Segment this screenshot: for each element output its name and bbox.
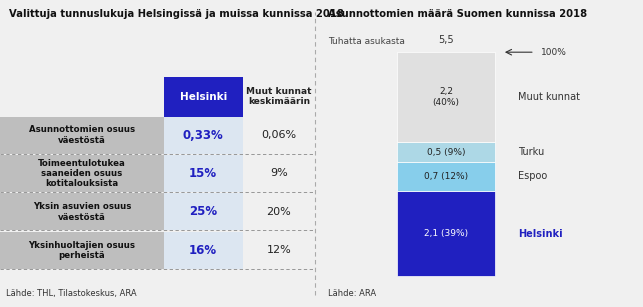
Text: Yksinhuoltajien osuus
perheistä: Yksinhuoltajien osuus perheistä (28, 240, 136, 260)
Text: 2,1 (39%): 2,1 (39%) (424, 229, 468, 238)
Text: 25%: 25% (189, 205, 217, 218)
Text: 0,33%: 0,33% (183, 129, 224, 142)
Text: Valittuja tunnuslukuja Helsingissä ja muissa kunnissa 2018: Valittuja tunnuslukuja Helsingissä ja mu… (10, 9, 345, 19)
Text: Turku: Turku (518, 147, 545, 157)
Text: Asunnottomien määrä Suomen kunnissa 2018: Asunnottomien määrä Suomen kunnissa 2018 (328, 9, 587, 19)
Bar (164, 155, 242, 192)
Text: Muut kunnat: Muut kunnat (518, 92, 581, 102)
Text: Toimeentulotukea
saaneiden osuus
kotitalouksista: Toimeentulotukea saaneiden osuus kotital… (38, 158, 126, 188)
Bar (0, 232, 164, 269)
Text: Helsinki: Helsinki (518, 228, 563, 239)
Text: 5,5: 5,5 (439, 34, 454, 45)
Bar (397, 162, 496, 191)
Bar (0, 155, 164, 192)
Text: Tuhatta asukasta: Tuhatta asukasta (328, 37, 405, 46)
Bar (397, 52, 496, 142)
Text: 2,2
(40%): 2,2 (40%) (433, 87, 460, 107)
Text: Asunnottomien osuus
väestöstä: Asunnottomien osuus väestöstä (29, 125, 135, 145)
Bar (0, 117, 164, 154)
Text: 0,7 (12%): 0,7 (12%) (424, 172, 468, 181)
Bar (164, 232, 242, 269)
Text: 0,5 (9%): 0,5 (9%) (427, 148, 466, 157)
Text: 15%: 15% (189, 167, 217, 180)
Text: 9%: 9% (270, 169, 287, 178)
Text: 20%: 20% (266, 207, 291, 217)
Text: Lähde: ARA: Lähde: ARA (328, 289, 376, 298)
Bar (0, 193, 164, 230)
Text: Muut kunnat
keskimäärin: Muut kunnat keskimäärin (246, 87, 312, 107)
Text: Espoo: Espoo (518, 172, 548, 181)
Text: Lähde: THL, Tilastokeskus, ARA: Lähde: THL, Tilastokeskus, ARA (6, 289, 137, 298)
Bar (164, 77, 242, 117)
Bar (164, 193, 242, 230)
Text: 16%: 16% (189, 244, 217, 257)
Bar (397, 142, 496, 162)
Text: Yksin asuvien osuus
väestöstä: Yksin asuvien osuus väestöstä (33, 202, 131, 222)
Bar (397, 191, 496, 276)
Text: Helsinki: Helsinki (179, 92, 227, 102)
Text: 100%: 100% (541, 48, 567, 57)
Bar (164, 117, 242, 154)
Text: 12%: 12% (266, 245, 291, 255)
Text: 0,06%: 0,06% (261, 130, 296, 140)
